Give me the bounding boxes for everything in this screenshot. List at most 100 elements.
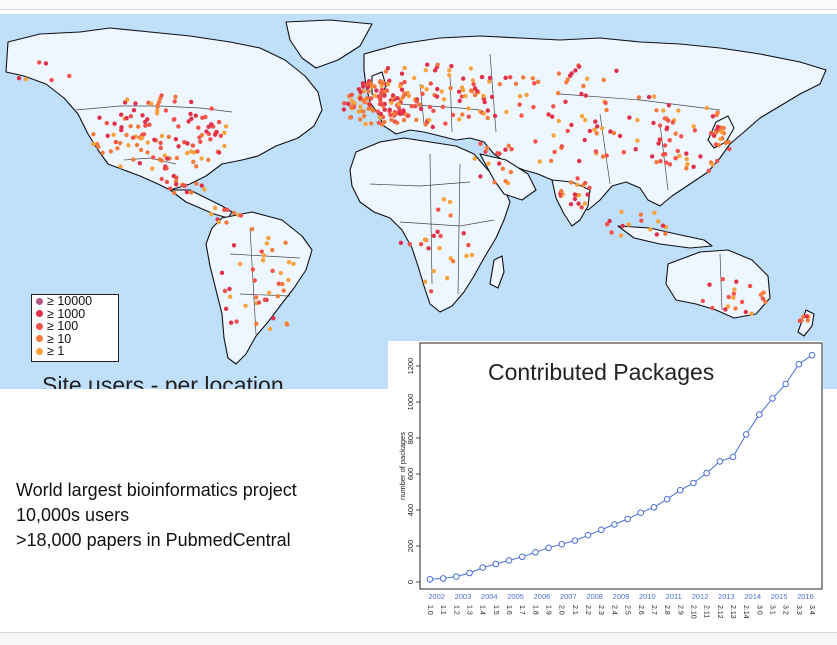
user-location-dot <box>749 311 754 316</box>
data-point <box>676 486 684 494</box>
user-location-dot <box>431 269 436 274</box>
user-location-dot <box>537 159 542 164</box>
user-location-dot <box>145 140 150 145</box>
user-location-dot <box>237 261 243 267</box>
user-location-dot <box>431 108 436 114</box>
user-location-dot <box>508 169 514 175</box>
user-location-dot <box>422 237 428 242</box>
x-release-label: 2.9 <box>676 605 683 615</box>
user-location-dot <box>677 153 682 159</box>
border-africa-b <box>399 219 495 227</box>
user-location-dot <box>486 161 491 166</box>
user-location-dot <box>675 148 680 154</box>
user-location-dot <box>732 287 737 292</box>
user-location-dot <box>346 101 351 107</box>
user-location-dot <box>747 283 753 289</box>
user-location-dot <box>400 94 406 100</box>
user-location-dot <box>203 114 208 120</box>
user-location-dot <box>389 117 394 123</box>
user-location-dot <box>419 84 425 89</box>
user-location-dot <box>49 77 54 83</box>
y-tick-label: 400 <box>406 504 415 517</box>
user-location-dot <box>506 143 511 148</box>
user-location-dot <box>165 156 170 161</box>
user-location-dot <box>424 87 429 92</box>
x-release-label: 2.2 <box>584 605 591 615</box>
user-location-dot <box>601 77 606 83</box>
y-tick-label: 600 <box>406 468 415 481</box>
user-location-dot <box>654 108 659 113</box>
border-africa-c <box>429 153 433 285</box>
legend-swatch <box>36 297 43 305</box>
user-location-dot <box>479 74 485 80</box>
legend-item: ≥ 1000 <box>32 307 118 321</box>
user-location-dot <box>715 158 720 164</box>
user-location-dot <box>739 299 745 305</box>
user-location-dot <box>150 166 155 171</box>
data-point <box>584 531 592 539</box>
border-africa-a <box>369 181 471 187</box>
user-location-dot <box>172 190 177 196</box>
user-location-dot <box>209 122 214 127</box>
user-location-dot <box>173 137 179 142</box>
user-location-dot <box>367 102 372 107</box>
x-release-label: 1.1 <box>439 605 446 615</box>
user-location-dot <box>441 197 446 202</box>
user-location-dot <box>363 121 368 127</box>
user-location-dot <box>216 119 222 125</box>
user-location-dot <box>481 93 486 99</box>
user-location-dot <box>286 277 291 283</box>
user-location-dot <box>193 113 198 118</box>
x-year-label: 2005 <box>507 592 524 601</box>
user-location-dot <box>189 99 194 105</box>
user-location-dot <box>715 124 721 130</box>
user-location-dot <box>280 281 285 287</box>
user-location-dot <box>159 93 164 98</box>
user-location-dot <box>413 104 418 109</box>
user-location-dot <box>435 86 440 92</box>
user-location-dot <box>238 213 244 218</box>
user-location-dot <box>126 143 131 148</box>
legend-item: ≥ 100 <box>32 320 118 333</box>
user-location-dot <box>504 109 509 115</box>
x-year-label: 2015 <box>771 592 788 601</box>
x-year-label: 2010 <box>639 592 656 601</box>
user-location-dot <box>375 109 380 114</box>
user-location-dot <box>212 132 218 137</box>
user-location-dot <box>436 207 441 212</box>
x-year-label: 2011 <box>666 592 682 601</box>
user-location-dot <box>593 149 599 154</box>
user-location-dot <box>189 190 194 195</box>
user-location-dot <box>341 107 347 112</box>
x-release-label: 2.5 <box>624 605 631 615</box>
user-location-dot <box>533 139 538 144</box>
user-location-dot <box>264 241 270 246</box>
user-location-dot <box>559 144 565 149</box>
user-location-dot <box>254 295 259 300</box>
legend-item: ≥ 10000 <box>32 295 118 308</box>
user-location-dot <box>710 305 715 311</box>
user-location-dot <box>366 106 371 111</box>
user-location-dot <box>576 64 582 69</box>
user-location-dot <box>398 240 404 245</box>
user-location-dot <box>576 201 581 206</box>
user-location-dot <box>399 87 405 92</box>
user-location-dot <box>760 296 766 301</box>
user-location-dot <box>636 95 642 100</box>
user-location-dot <box>482 99 487 105</box>
user-location-dot <box>548 158 554 163</box>
user-location-dot <box>254 321 259 326</box>
user-location-dot <box>627 115 632 120</box>
user-location-dot <box>281 288 286 293</box>
x-release-label: 2.3 <box>597 605 604 615</box>
user-location-dot <box>470 78 476 83</box>
user-location-dot <box>692 128 698 133</box>
x-release-label: 1.2 <box>452 605 459 615</box>
x-year-label: 2016 <box>797 592 814 601</box>
data-point <box>808 351 816 359</box>
user-location-dot <box>67 73 72 79</box>
user-location-dot <box>423 122 428 127</box>
border-samerica-b <box>239 293 291 297</box>
user-location-dot <box>685 162 690 167</box>
user-location-dot <box>369 84 374 90</box>
